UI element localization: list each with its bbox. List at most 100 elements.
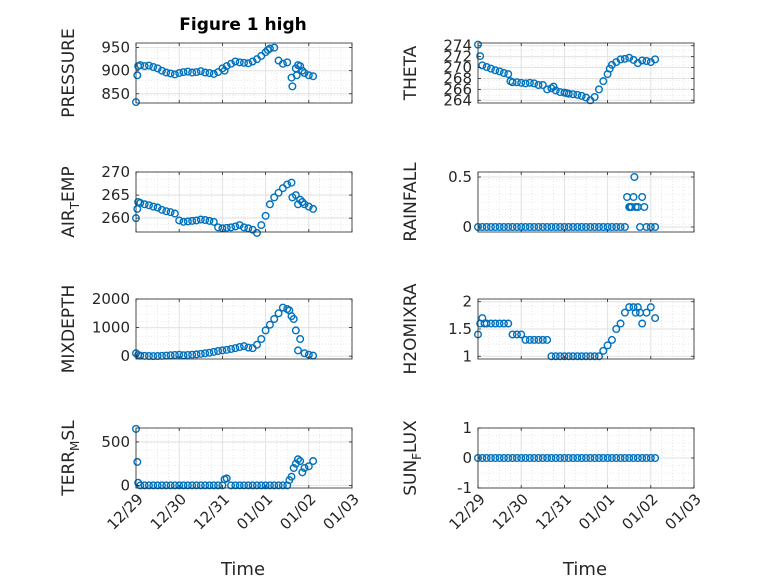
data-point [512, 222, 521, 231]
data-point [166, 351, 175, 360]
data-point [495, 222, 504, 231]
data-point [270, 43, 279, 52]
data-point [144, 61, 153, 70]
data-point [287, 472, 296, 481]
data-point [149, 202, 158, 211]
data-point [298, 468, 307, 477]
data-point [205, 68, 214, 77]
data-point [287, 178, 296, 187]
data-point [170, 481, 179, 490]
data-point [551, 86, 560, 95]
data-point [214, 347, 223, 356]
y-tick-label: 0.5 [448, 168, 472, 186]
y-tick-label: 270 [443, 59, 472, 77]
subplot-5: 0 1000 2000 MIXDEPTH [59, 285, 353, 373]
data-point [179, 351, 188, 360]
data-point [179, 481, 188, 490]
data-point [569, 222, 578, 231]
data-point [291, 326, 300, 335]
data-point [547, 84, 556, 93]
data-point [296, 62, 305, 71]
data-point [166, 69, 175, 78]
data-point [294, 455, 303, 464]
data-point [239, 342, 248, 351]
data-point [265, 320, 274, 329]
data-point [166, 208, 175, 217]
data-point [482, 63, 491, 72]
data-point [582, 454, 591, 463]
data-point [153, 481, 162, 490]
data-point [603, 341, 612, 350]
data-point [270, 315, 279, 324]
y-tick-label: 1.5 [448, 320, 472, 338]
data-point [642, 222, 651, 231]
data-point [153, 64, 162, 73]
data-point [218, 346, 227, 355]
data-point [547, 454, 556, 463]
x-tick-label: 12/29 [104, 490, 147, 533]
data-point [551, 454, 560, 463]
data-point [296, 335, 305, 344]
data-point [196, 481, 205, 490]
data-point [486, 319, 495, 328]
y-tick-label: 1 [462, 347, 472, 365]
data-point [517, 330, 526, 339]
data-point [499, 454, 508, 463]
data-point [188, 481, 197, 490]
data-point [530, 222, 539, 231]
data-point [638, 454, 647, 463]
data-point [534, 454, 543, 463]
y-tick-label: 272 [443, 48, 472, 66]
data-point [278, 481, 287, 490]
data-point [564, 89, 573, 98]
data-point [244, 343, 253, 352]
data-point [214, 223, 223, 232]
subplot-4: 0 0.5 RAINFALL [401, 162, 695, 242]
data-point [239, 481, 248, 490]
data-point [222, 62, 231, 71]
data-point [270, 481, 279, 490]
data-point [577, 91, 586, 100]
data-point [149, 352, 158, 361]
data-point [248, 57, 257, 66]
figure-title: Figure 1 high [179, 15, 307, 35]
y-tick-label: 2 [462, 293, 472, 311]
data-point [140, 200, 149, 209]
data-point [651, 314, 660, 323]
data-point [278, 303, 287, 312]
data-point [560, 454, 569, 463]
data-point [214, 481, 223, 490]
data-point [586, 454, 595, 463]
data-point [573, 222, 582, 231]
data-point [157, 205, 166, 214]
data-point [220, 66, 229, 75]
y-axis-label: THETA [401, 45, 421, 101]
data-point [629, 192, 638, 201]
data-point [179, 68, 188, 77]
data-point [612, 454, 621, 463]
data-point [616, 222, 625, 231]
data-point [304, 462, 313, 471]
data-point [133, 71, 142, 80]
data-point [133, 457, 142, 466]
data-point [642, 57, 651, 66]
data-point [525, 78, 534, 87]
data-point [222, 223, 231, 232]
data-point [538, 222, 547, 231]
data-point [209, 481, 218, 490]
data-point [530, 335, 539, 344]
data-point [192, 481, 201, 490]
data-point [149, 63, 158, 72]
data-point [547, 352, 556, 361]
data-point [300, 464, 309, 473]
data-point [278, 59, 287, 68]
data-point [642, 308, 651, 317]
data-point [183, 67, 192, 76]
data-point [235, 221, 244, 230]
x-tick-label: 01/02 [618, 490, 661, 533]
y-axis-label: H2OMIXRA [401, 283, 421, 374]
data-point [594, 85, 603, 94]
data-point [261, 211, 270, 220]
